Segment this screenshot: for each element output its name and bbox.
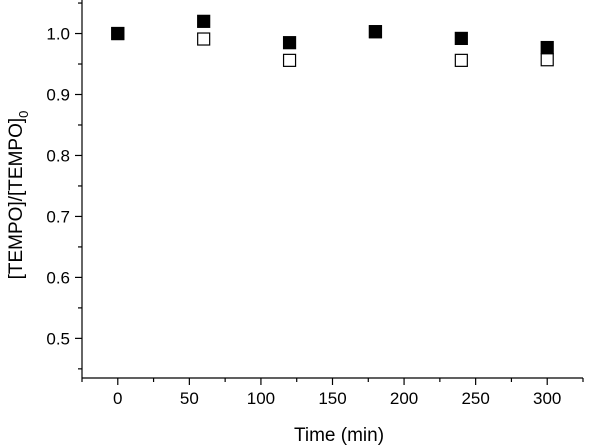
- y-axis-title-main: [TEMPO]/[TEMPO]: [6, 118, 27, 280]
- y-tick-label: 0.5: [46, 329, 70, 348]
- x-tick-label: 0: [113, 389, 122, 408]
- y-tick-label: 1.0: [46, 25, 70, 44]
- filled-square-point: [282, 36, 297, 50]
- y-tick-label: 0.9: [46, 86, 70, 105]
- filled-square-point: [111, 26, 125, 41]
- x-tick-label: 200: [390, 389, 418, 408]
- x-tick-label: 50: [180, 389, 199, 408]
- y-axis-title: [TEMPO]/[TEMPO]0: [6, 111, 31, 280]
- y-axis-title-subscript: 0: [16, 111, 31, 118]
- open-square-point: [197, 32, 211, 46]
- filled-square-point: [368, 25, 383, 39]
- x-tick-label: 100: [247, 389, 275, 408]
- x-tick-label: 150: [318, 389, 346, 408]
- x-axis-ticks: 0 50 100 150 200 250 300: [81, 378, 584, 408]
- y-axis-ticks: 0.5 0.6 0.7 0.8 0.9 1.0: [46, 2, 82, 370]
- axes: [81, 0, 583, 379]
- filled-square-point: [454, 31, 468, 46]
- filled-square-point: [540, 40, 554, 55]
- data-markers: [111, 14, 554, 67]
- filled-square-point: [197, 14, 211, 28]
- x-axis-title: Time (min): [294, 425, 384, 445]
- open-square-point: [454, 53, 468, 67]
- y-tick-label: 0.8: [46, 146, 70, 165]
- y-tick-label: 0.7: [46, 207, 70, 226]
- x-tick-label: 250: [461, 389, 489, 408]
- open-square-point: [282, 53, 297, 67]
- y-tick-label: 0.6: [46, 268, 70, 287]
- open-square-point: [540, 53, 554, 67]
- x-tick-label: 300: [533, 389, 561, 408]
